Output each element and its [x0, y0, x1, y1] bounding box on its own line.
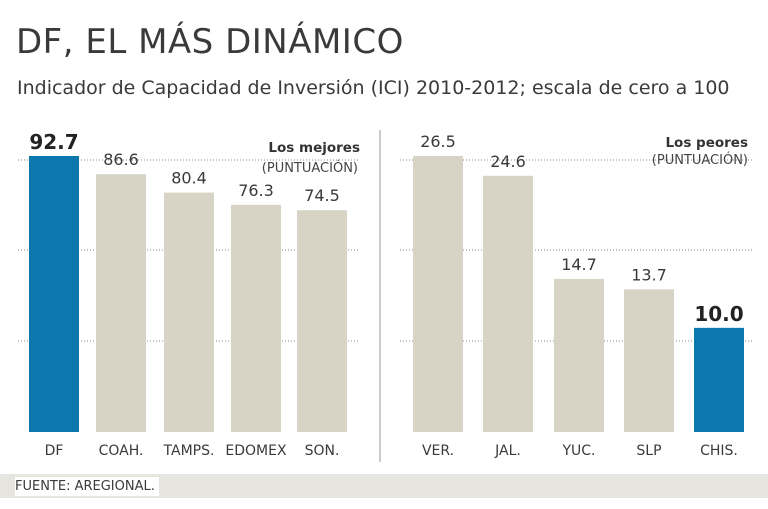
source-note: FUENTE: AREGIONAL.: [15, 477, 159, 496]
category-label-jal: JAL.: [494, 443, 521, 459]
value-label-son: 74.5: [304, 186, 340, 205]
best-group-subtitle: (PUNTUACIÓN): [261, 161, 358, 176]
category-label-edomex: EDOMEX: [225, 443, 287, 459]
best-group-title: Los mejores: [268, 140, 360, 156]
value-label-slp: 13.7: [631, 265, 667, 284]
category-label-chis: CHIS.: [700, 443, 738, 459]
category-label-ver: VER.: [422, 443, 454, 459]
value-label-df: 92.7: [29, 130, 78, 154]
bar-slp: [624, 289, 674, 432]
worst-group-title: Los peores: [665, 135, 748, 151]
bar-edomex: [231, 204, 281, 432]
category-label-slp: SLP: [636, 443, 661, 459]
value-label-coah: 86.6: [103, 150, 139, 169]
chart-subtitle: Indicador de Capacidad de Inversión (ICI…: [17, 77, 730, 99]
category-label-coah: COAH.: [99, 443, 144, 459]
bar-ver: [413, 156, 463, 432]
chart-title: DF, EL MÁS DINÁMICO: [16, 22, 404, 62]
bar-chis: [694, 327, 744, 432]
value-label-chis: 10.0: [694, 302, 743, 326]
value-label-jal: 24.6: [490, 152, 526, 171]
bar-tamps: [164, 192, 214, 432]
bar-coah: [96, 174, 146, 433]
bar-df: [29, 156, 79, 432]
bar-son: [297, 210, 347, 432]
value-label-yuc: 14.7: [561, 255, 597, 274]
category-label-yuc: YUC.: [561, 443, 595, 459]
value-label-tamps: 80.4: [171, 169, 207, 188]
category-label-tamps: TAMPS.: [163, 443, 215, 459]
category-label-df: DF: [45, 443, 64, 459]
bar-yuc: [554, 278, 604, 432]
category-label-son: SON.: [305, 443, 340, 459]
value-label-edomex: 76.3: [238, 181, 274, 200]
value-label-ver: 26.5: [420, 132, 456, 151]
bar-jal: [483, 175, 533, 432]
worst-group-subtitle: (PUNTUACIÓN): [651, 153, 748, 168]
